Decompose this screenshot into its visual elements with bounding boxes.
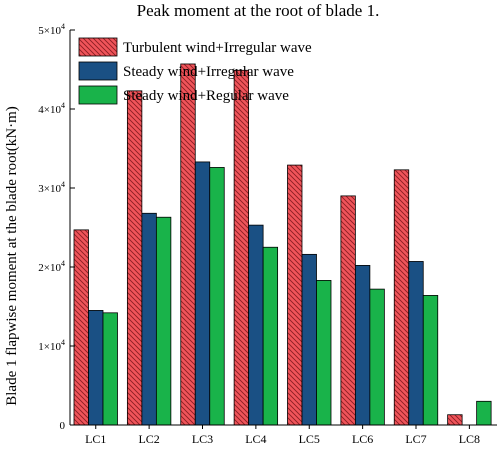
x-tick-label-lc4: LC4 [245, 432, 266, 446]
bar-lc7-series-2 [408, 261, 424, 426]
x-tick-label-lc5: LC5 [299, 432, 320, 446]
bar-lc4-series-2 [248, 224, 264, 426]
legend-swatch-1 [78, 37, 118, 57]
bar-lc3-series-1 [180, 63, 196, 426]
chart-title: Peak moment at the root of blade 1. [137, 1, 380, 20]
x-tick-label-lc6: LC6 [352, 432, 373, 446]
bar-lc6-series-1 [340, 195, 356, 426]
bar-lc1-series-3 [102, 312, 118, 426]
y-ticks-group: 0 1×104 2×104 3×104 4×104 5×104 [38, 22, 75, 432]
legend-label-1: Turbulent wind+Irregular wave [123, 40, 312, 56]
x-tick-label-lc8: LC8 [459, 432, 480, 446]
y-axis-label: Blade 1 flapwise moment at the blade roo… [4, 106, 20, 406]
bar-lc4-series-3 [262, 246, 279, 426]
legend-label-3: Steady wind+Regular wave [123, 88, 289, 104]
bar-lc2-series-3 [155, 216, 172, 426]
x-tick-label-lc1: LC1 [85, 432, 106, 446]
x-tick-label-lc3: LC3 [192, 432, 213, 446]
bar-lc7-series-1 [393, 169, 410, 426]
y-tick-label: 2×104 [38, 259, 65, 274]
bar-lc1-series-2 [88, 310, 104, 426]
y-tick-label: 3×104 [38, 180, 65, 195]
x-tick-label-lc2: LC2 [138, 432, 159, 446]
bar-lc8-series-3 [476, 400, 492, 426]
legend: Turbulent wind+Irregular wave Steady wind… [78, 37, 312, 105]
x-ticks-group: LC1 LC2 LC3 LC4 LC5 LC6 LC7 LC8 [85, 425, 480, 446]
y-tick-label: 4×104 [38, 101, 65, 116]
bar-lc6-series-2 [354, 265, 371, 426]
bar-lc3-series-2 [194, 161, 211, 426]
bar-lc4-series-1 [233, 69, 250, 426]
legend-swatch-2 [78, 61, 118, 81]
y-tick-label: 5×104 [38, 22, 65, 37]
bar-lc5-series-3 [316, 280, 332, 426]
bar-lc2-series-2 [141, 212, 157, 426]
y-tick-label: 1×104 [38, 338, 65, 353]
bar-lc1-series-1 [73, 229, 89, 426]
bar-lc2-series-1 [126, 90, 143, 426]
y-tick-label: 0 [60, 420, 66, 432]
x-tick-label-lc7: LC7 [405, 432, 426, 446]
bar-lc7-series-3 [422, 295, 439, 426]
legend-label-2: Steady wind+Irregular wave [123, 64, 294, 80]
bars-group [73, 63, 492, 426]
bar-lc3-series-3 [209, 167, 225, 426]
bar-lc8-series-1 [447, 414, 463, 426]
bar-lc6-series-3 [369, 288, 385, 426]
bar-lc5-series-1 [287, 164, 303, 426]
legend-swatch-3 [78, 85, 118, 105]
bar-lc5-series-2 [301, 253, 317, 426]
